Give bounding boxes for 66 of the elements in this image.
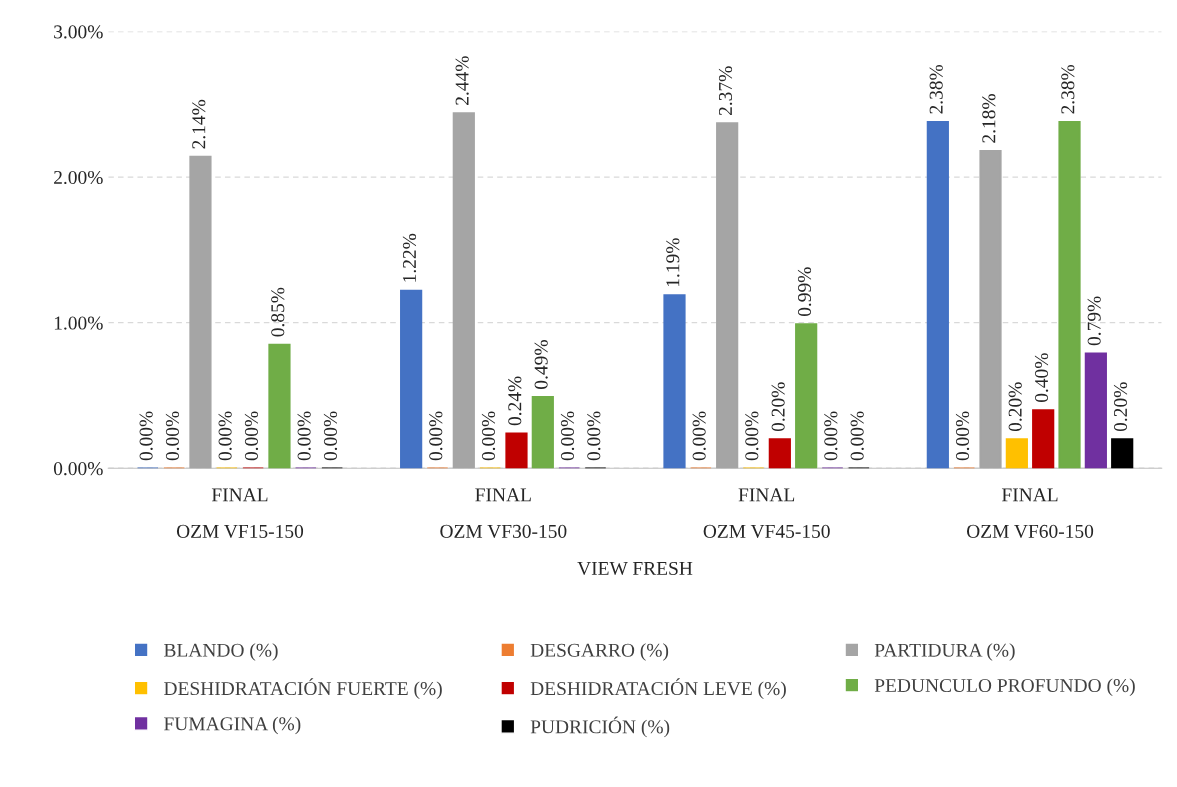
y-tick-label: 3.00%	[54, 25, 103, 39]
data-label: 0.40%	[1034, 353, 1049, 403]
bar	[795, 323, 818, 469]
bar	[663, 294, 686, 469]
bar	[979, 150, 1002, 469]
legend-label: DESHIDRATACIÓN FUERTE (%)	[164, 678, 442, 700]
data-label: 2.38%	[1061, 64, 1075, 114]
data-label: 0.20%	[1008, 382, 1022, 432]
category-label: FINAL OZM VF45-150	[703, 488, 830, 539]
legend-label: FUMAGINA (%)	[164, 716, 301, 735]
data-label: 0.00%	[692, 411, 706, 461]
bar	[1005, 438, 1028, 469]
data-label: 0.00%	[745, 411, 759, 461]
data-label: 0.20%	[771, 382, 785, 432]
bar	[505, 432, 528, 469]
legend-label: PARTIDURA (%)	[874, 643, 1015, 661]
data-label: 0.24%	[508, 376, 522, 426]
data-label: 2.14%	[192, 99, 206, 149]
legend-label: PEDUNCULO PROFUNDO (%)	[874, 678, 1135, 697]
bar	[268, 343, 291, 469]
data-label: 2.37%	[718, 66, 733, 116]
legend-label: BLANDO (%)	[164, 643, 278, 661]
legend-label: DESHIDRATACIÓN LEVE (%)	[530, 678, 786, 700]
data-label: 0.49%	[534, 340, 548, 389]
data-label: 0.00%	[297, 411, 311, 461]
data-label: 2.38%	[929, 64, 943, 114]
bar	[452, 112, 475, 469]
bar	[189, 155, 212, 469]
bar	[1058, 120, 1081, 469]
legend-label: PUDRICIÓN (%)	[530, 716, 670, 738]
x-axis-title: VIEW FRESH	[577, 561, 693, 576]
data-label: 0.00%	[824, 411, 838, 461]
data-label: 0.00%	[560, 411, 575, 461]
data-label: 1.19%	[666, 238, 680, 287]
bar	[531, 396, 554, 469]
bar	[400, 289, 423, 469]
data-label: 0.00%	[323, 411, 338, 461]
data-label: 0.00%	[139, 411, 153, 461]
data-label: 0.85%	[271, 287, 285, 337]
data-label: 1.22%	[402, 233, 417, 282]
bar	[768, 438, 791, 469]
bar	[926, 120, 949, 469]
data-label: 2.18%	[982, 94, 996, 143]
data-label: 0.00%	[850, 411, 864, 461]
data-label: 0.00%	[165, 411, 180, 461]
category-label: FINAL OZM VF60-150	[966, 488, 1094, 539]
legend-label: DESGARRO (%)	[530, 643, 669, 661]
data-label: 0.00%	[218, 411, 232, 461]
data-label: 0.79%	[1087, 296, 1101, 346]
category-label: FINAL OZM VF30-150	[440, 488, 567, 539]
data-label: 0.00%	[244, 411, 259, 461]
bar	[1111, 438, 1134, 469]
bar	[716, 122, 739, 469]
y-tick-label: 0.00%	[53, 462, 103, 476]
data-label: 0.00%	[955, 411, 970, 461]
y-tick-label: 2.00%	[54, 170, 103, 185]
category-label: FINAL OZM VF15-150	[176, 488, 304, 539]
data-label: 0.00%	[429, 411, 443, 461]
y-tick-label: 1.00%	[54, 316, 103, 330]
bar	[1032, 409, 1055, 469]
bar	[1084, 352, 1107, 469]
data-label: 0.00%	[587, 411, 601, 461]
data-label: 0.99%	[797, 267, 812, 317]
data-label: 0.00%	[481, 411, 496, 461]
data-label: 2.44%	[455, 56, 469, 105]
data-label: 0.20%	[1113, 382, 1128, 432]
